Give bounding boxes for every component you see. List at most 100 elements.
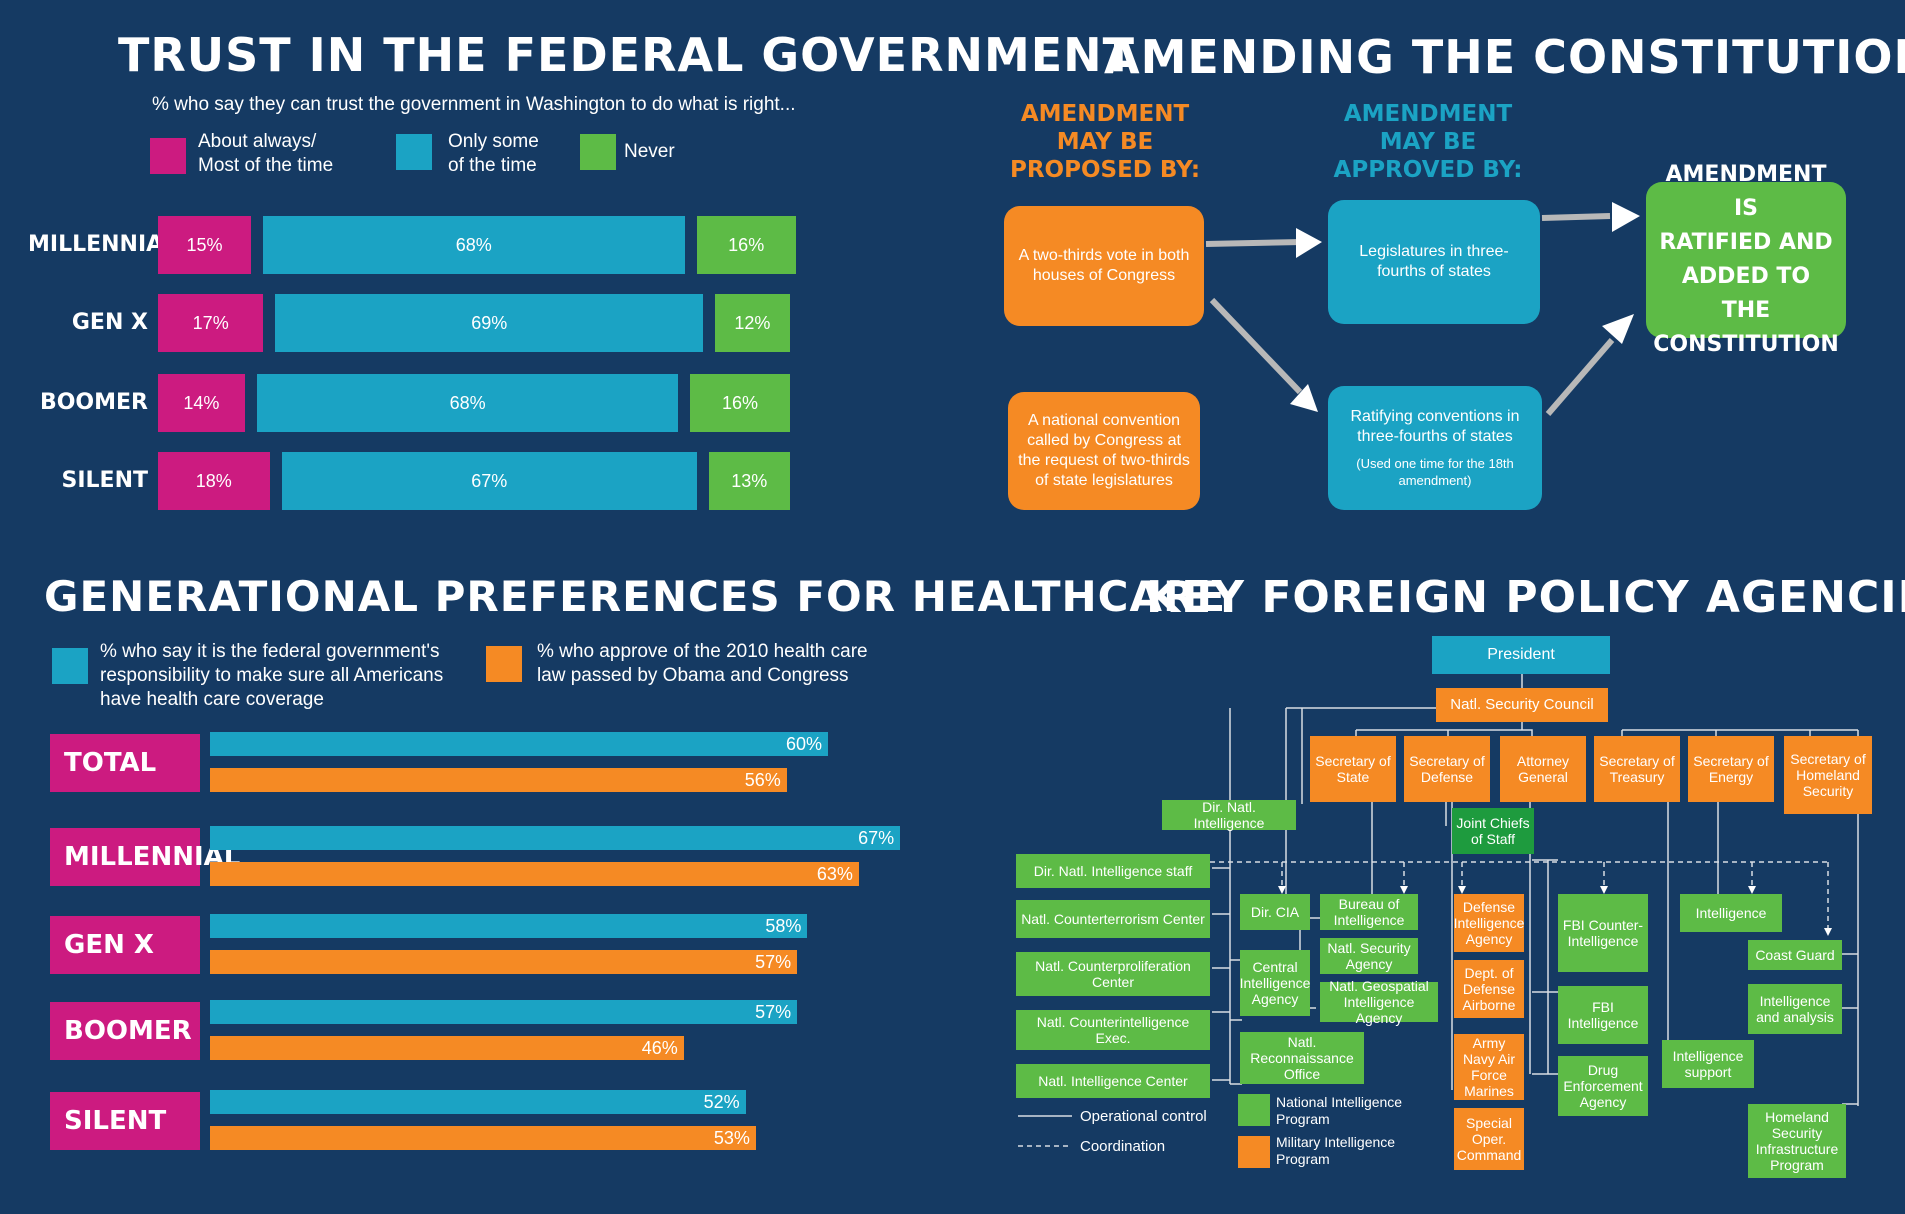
node-bureau-intel: Bureau of Intelligence	[1320, 894, 1418, 930]
node-energy-intel: Intelligence	[1680, 894, 1782, 932]
hc-legend-swatch-orange	[486, 646, 522, 682]
node-hsip: Homeland Security Infrastructure Program	[1748, 1104, 1846, 1178]
hc-legend-label-approve: % who approve of the 2010 health care law…	[537, 641, 868, 686]
trust-bar-1: 69%	[275, 294, 704, 352]
trust-bar-1: 68%	[263, 216, 685, 274]
node-sec-defense: Secretary of Defense	[1404, 736, 1490, 802]
node-president: President	[1432, 636, 1610, 674]
legend-mip-label: Military Intelligence Program	[1276, 1134, 1396, 1167]
node-fbi-ci: FBI Counter-Intelligence	[1558, 894, 1648, 972]
node-dni-staff: Dir. Natl. Intelligence staff	[1016, 854, 1210, 888]
hc-row-label: SILENT	[50, 1092, 200, 1150]
approved-conventions-text: Ratifying conventions in three-fourths o…	[1350, 408, 1520, 445]
node-nic: Natl. Intelligence Center	[1016, 1064, 1210, 1098]
node-ncpc: Natl. Counterproliferation Center	[1016, 952, 1210, 996]
trust-row-label: GEN X	[71, 310, 148, 335]
hc-bar-responsibility: 67%	[210, 826, 901, 850]
arrow-conventions-to-ratified	[1545, 338, 1615, 416]
node-nsa: Natl. Security Agency	[1320, 938, 1418, 974]
trust-bar-0: 14%	[158, 374, 245, 432]
proposed-congress-box: A two-thirds vote in both houses of Cong…	[1004, 206, 1204, 326]
node-sec-treasury: Secretary of Treasury	[1594, 736, 1680, 802]
node-ncix: Natl. Counterintelligence Exec.	[1016, 1010, 1210, 1050]
arrowhead-2	[1290, 384, 1318, 412]
node-dir-cia: Dir. CIA	[1240, 894, 1310, 930]
proposed-header: AMENDMENT MAY BE PROPOSED BY:	[1009, 101, 1201, 183]
legend-coordination-label: Coordination	[1080, 1138, 1166, 1155]
agencies-title: KEY FOREIGN POLICY AGENCIES	[1146, 572, 1905, 623]
arrow-congress-to-legislatures	[1205, 239, 1303, 247]
legend-mip-swatch	[1238, 1136, 1270, 1168]
hc-bar-responsibility: 58%	[210, 914, 808, 938]
arrowhead-3	[1612, 202, 1640, 232]
trust-row-label: SILENT	[61, 468, 149, 493]
trust-bar-1: 67%	[281, 452, 697, 510]
hc-row-label: GEN X	[50, 916, 200, 974]
approved-legislatures-box: Legislatures in three-fourths of states	[1328, 200, 1540, 324]
legend-label-always: About always/Most of the time	[198, 131, 334, 176]
node-sec-homeland: Secretary of Homeland Security	[1784, 736, 1872, 814]
node-cia: Central Intelligence Agency	[1240, 950, 1310, 1016]
node-ia: Intelligence and analysis	[1748, 984, 1842, 1034]
node-treasury-intel: Intelligence support	[1662, 1040, 1754, 1088]
node-jcs: Joint Chiefs of Staff	[1452, 808, 1534, 854]
node-nsc: Natl. Security Council	[1436, 688, 1608, 722]
node-nctc: Natl. Counterterrorism Center	[1016, 900, 1210, 938]
hc-bar-approve: 53%	[210, 1126, 756, 1150]
proposed-convention-box: A national convention called by Congress…	[1008, 392, 1200, 510]
node-special-ops: Special Oper. Command	[1454, 1108, 1524, 1170]
constitution-title: AMENDING THE CONSTITUTION	[1104, 30, 1905, 84]
node-military: Army Navy Air Force Marines	[1454, 1034, 1524, 1100]
trust-bar-1: 68%	[256, 374, 679, 432]
arrow-congress-to-conventions	[1209, 297, 1303, 395]
hc-bar-approve: 57%	[210, 950, 798, 974]
legend-nip-label: National Intelligence Program	[1276, 1094, 1403, 1127]
node-airborne: Dept. of Defense Airborne	[1454, 960, 1524, 1018]
node-sec-energy: Secretary of Energy	[1688, 736, 1774, 802]
trust-bar-0: 18%	[158, 452, 270, 510]
node-dea: Drug Enforcement Agency	[1558, 1056, 1648, 1116]
ratified-box: AMENDMENT IS RATIFIED AND ADDED TO THE CONS…	[1646, 162, 1846, 357]
legend-swatch-magenta	[150, 138, 186, 174]
node-nga: Natl. Geospatial Intelligence Agency	[1320, 978, 1438, 1026]
approved-conventions-note: (Used one time for the 18th amendment)	[1356, 456, 1514, 488]
node-sec-state: Secretary of State	[1310, 736, 1396, 802]
healthcare-title: GENERATIONAL PREFERENCES FOR HEALTHCARE	[44, 572, 1227, 621]
arrow-legislatures-to-ratified	[1541, 213, 1611, 221]
legend-label-some: Only some of the time	[448, 131, 539, 176]
trust-title: TRUST IN THE FEDERAL GOVERNMENT	[118, 28, 1136, 82]
arrowhead-4	[1602, 314, 1634, 344]
hc-bar-approve: 63%	[210, 862, 859, 886]
trust-bar-2: 16%	[696, 216, 796, 274]
arrowhead-1	[1296, 228, 1322, 258]
hc-row-label: BOOMER	[50, 1002, 200, 1060]
legend-label-never: Never	[624, 141, 675, 162]
hc-bar-responsibility: 52%	[210, 1090, 746, 1114]
trust-bar-2: 12%	[715, 294, 790, 352]
hc-row-label: TOTAL	[50, 734, 200, 792]
node-dia: Defense Intelligence Agency	[1454, 894, 1524, 952]
trust-bar-2: 13%	[709, 452, 790, 510]
trust-bar-0: 17%	[158, 294, 264, 352]
node-attorney-general: Attorney General	[1500, 736, 1586, 802]
legend-swatch-teal	[396, 134, 432, 170]
legend-operational-label: Operational control	[1080, 1108, 1207, 1125]
approved-header: AMENDMENT MAY BE APPROVED BY:	[1333, 101, 1523, 183]
node-fbi-intel: FBI Intelligence	[1558, 986, 1648, 1044]
trust-subtitle: % who say they can trust the government …	[152, 94, 796, 115]
hc-legend-label-responsibility: % who say it is the federal government's…	[100, 641, 444, 710]
hc-bar-approve: 46%	[210, 1036, 684, 1060]
legend-swatch-green	[580, 134, 616, 170]
node-nro: Natl. Reconnaissance Office	[1240, 1032, 1364, 1084]
legend-nip-swatch	[1238, 1094, 1270, 1126]
hc-bar-approve: 56%	[210, 768, 787, 792]
approved-conventions-box: Ratifying conventions in three-fourths o…	[1328, 386, 1542, 510]
hc-bar-responsibility: 57%	[210, 1000, 798, 1024]
trust-row-label: BOOMER	[39, 390, 148, 415]
hc-legend-swatch-teal	[52, 648, 88, 684]
trust-bar-0: 15%	[158, 216, 251, 274]
hc-bar-responsibility: 60%	[210, 732, 828, 756]
node-dni: Dir. Natl. Intelligence	[1162, 799, 1296, 831]
